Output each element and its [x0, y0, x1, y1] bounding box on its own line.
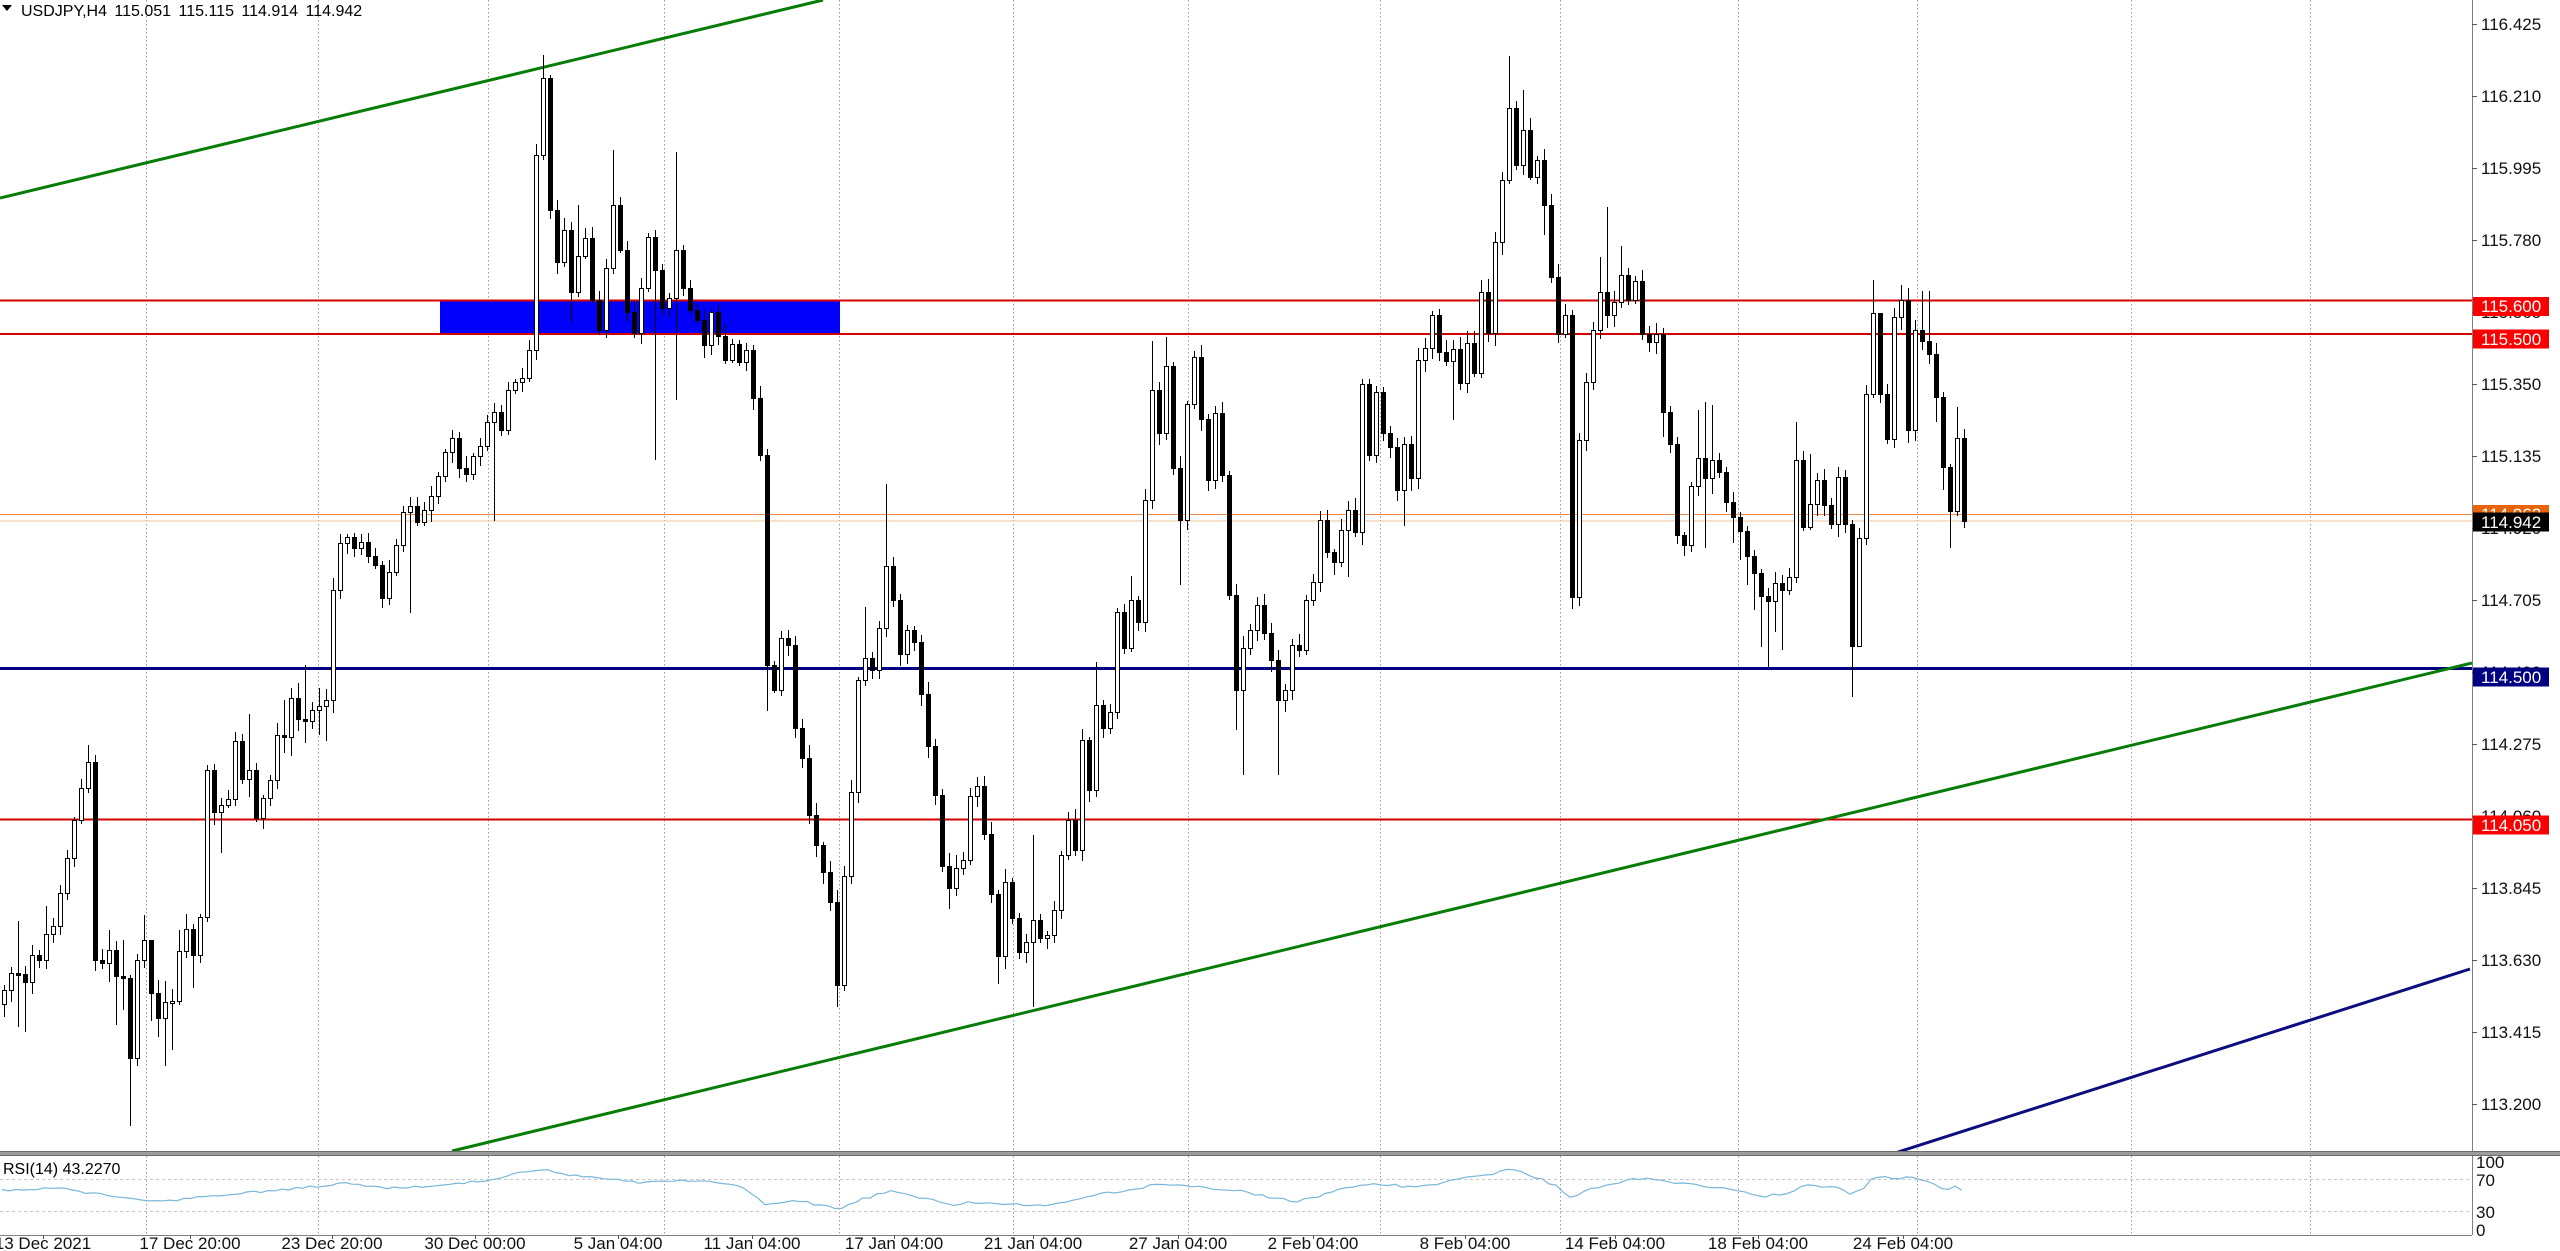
svg-text:27 Jan 04:00: 27 Jan 04:00: [1129, 1234, 1227, 1251]
svg-text:100: 100: [2476, 1153, 2504, 1172]
svg-text:18 Feb 04:00: 18 Feb 04:00: [1708, 1234, 1808, 1251]
svg-text:17 Jan 04:00: 17 Jan 04:00: [845, 1234, 943, 1251]
svg-text:114.500: 114.500: [2481, 668, 2541, 687]
svg-text:114.050: 114.050: [2481, 816, 2541, 835]
svg-text:70: 70: [2476, 1171, 2495, 1190]
svg-text:13 Dec 2021: 13 Dec 2021: [0, 1234, 91, 1251]
svg-text:11 Jan 04:00: 11 Jan 04:00: [703, 1234, 800, 1251]
svg-text:2 Feb 04:00: 2 Feb 04:00: [1268, 1234, 1359, 1251]
svg-text:21 Jan 04:00: 21 Jan 04:00: [984, 1234, 1082, 1251]
svg-text:14 Feb 04:00: 14 Feb 04:00: [1565, 1234, 1665, 1251]
svg-text:113.415: 113.415: [2481, 1023, 2541, 1042]
svg-text:0: 0: [2476, 1221, 2485, 1240]
svg-text:115.500: 115.500: [2481, 330, 2541, 349]
svg-text:8 Feb 04:00: 8 Feb 04:00: [1420, 1234, 1511, 1251]
svg-text:5 Jan 04:00: 5 Jan 04:00: [574, 1234, 663, 1251]
svg-text:115.780: 115.780: [2481, 231, 2541, 250]
svg-text:114.705: 114.705: [2481, 591, 2541, 610]
svg-text:113.845: 113.845: [2481, 879, 2541, 898]
svg-text:115.600: 115.600: [2481, 297, 2541, 316]
svg-text:RSI(14) 43.2270: RSI(14) 43.2270: [3, 1161, 121, 1178]
svg-text:116.425: 116.425: [2481, 15, 2541, 34]
svg-text:24 Feb 04:00: 24 Feb 04:00: [1853, 1234, 1953, 1251]
svg-text:USDJPY,H4 115.051 115.115 114: USDJPY,H4 115.051 115.115 114.914 114.94…: [21, 3, 362, 20]
svg-text:17 Dec 20:00: 17 Dec 20:00: [139, 1234, 240, 1251]
svg-text:23 Dec 20:00: 23 Dec 20:00: [281, 1234, 382, 1251]
svg-text:115.135: 115.135: [2481, 447, 2541, 466]
svg-text:116.210: 116.210: [2481, 87, 2541, 106]
svg-text:113.630: 113.630: [2481, 951, 2541, 970]
svg-text:114.275: 114.275: [2481, 735, 2541, 754]
svg-text:114.942: 114.942: [2481, 513, 2541, 532]
svg-text:30 Dec 00:00: 30 Dec 00:00: [424, 1234, 525, 1251]
svg-text:115.350: 115.350: [2481, 375, 2541, 394]
svg-text:113.200: 113.200: [2481, 1095, 2541, 1114]
svg-text:30: 30: [2476, 1203, 2495, 1222]
svg-text:115.995: 115.995: [2481, 159, 2541, 178]
